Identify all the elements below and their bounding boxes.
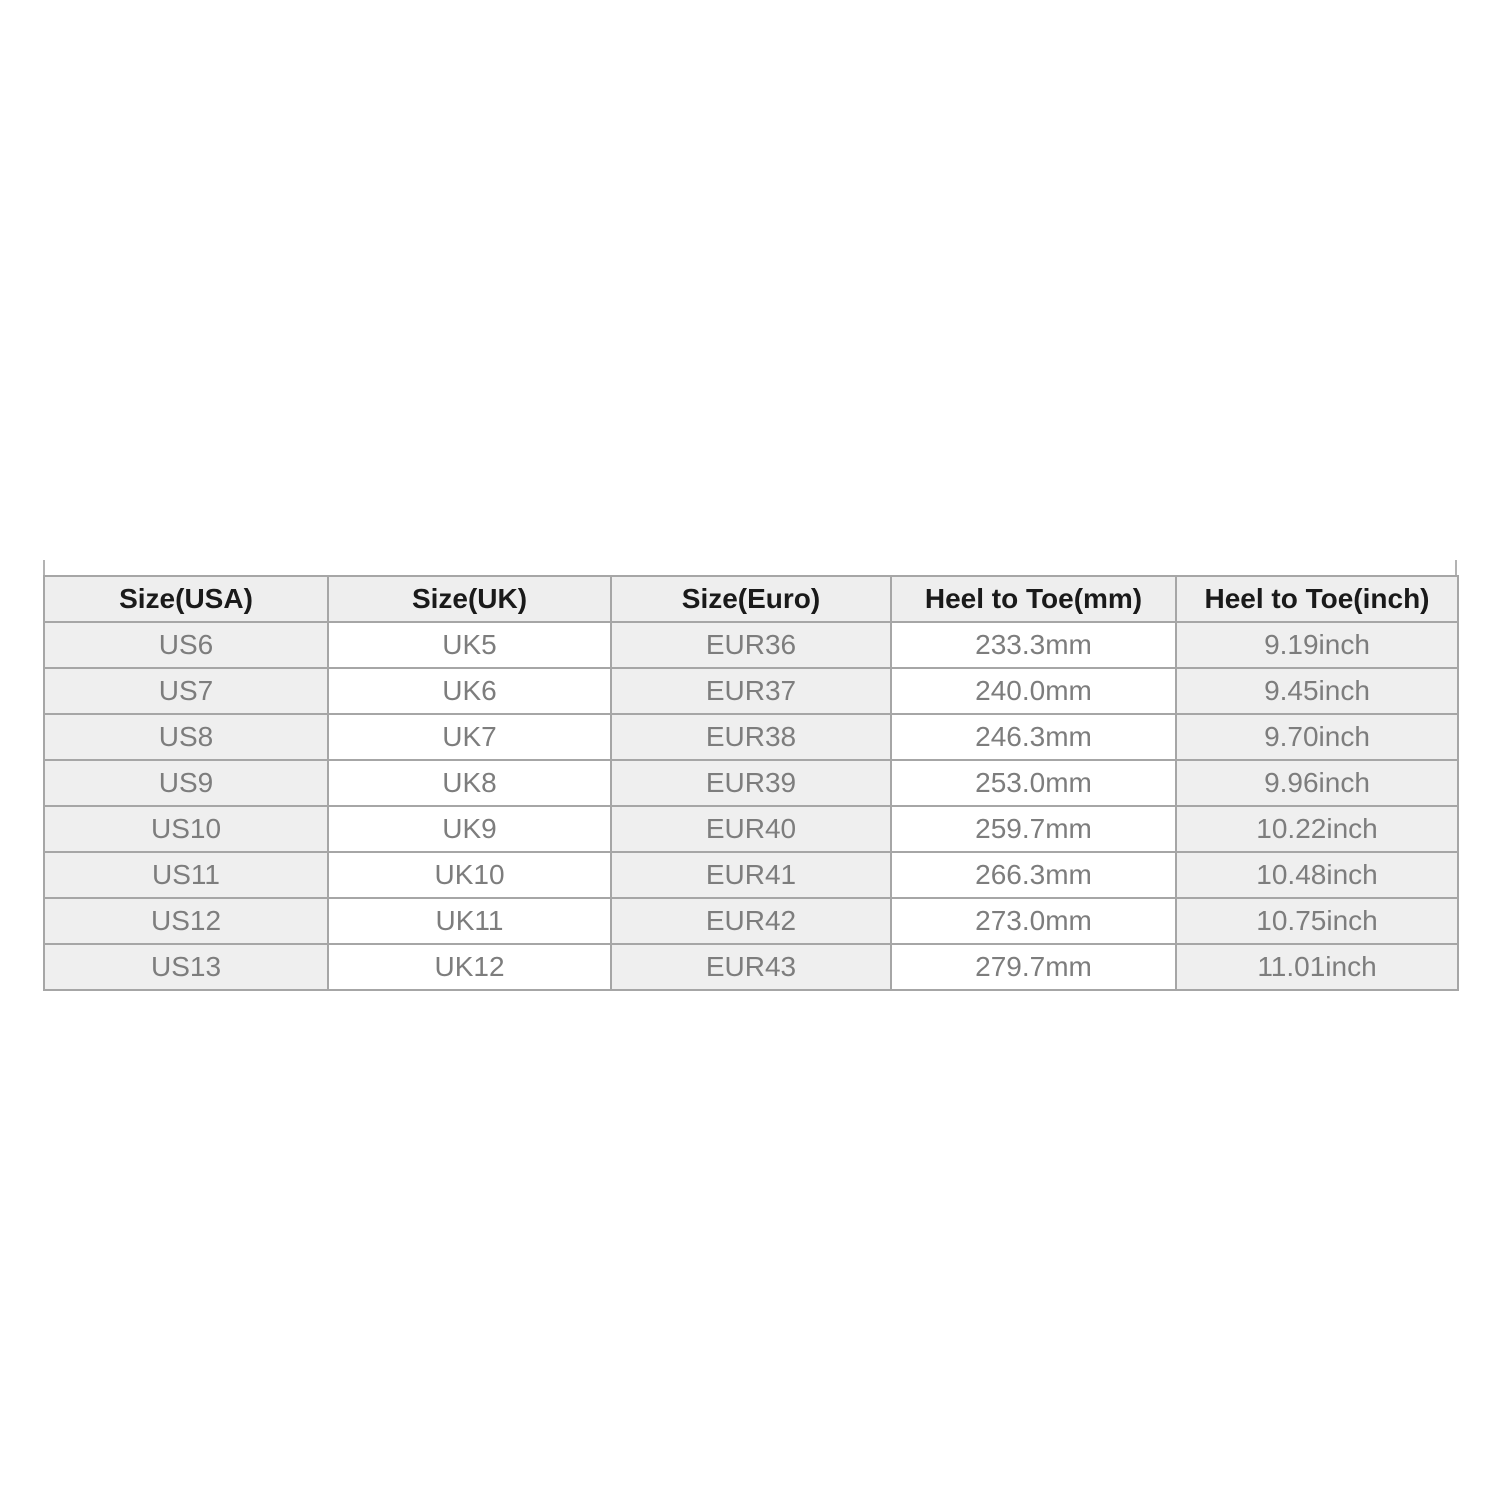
cell-euro: EUR42 [610,897,892,945]
cell-uk: UK12 [327,943,612,991]
cell-usa: US7 [43,667,329,715]
table-row: US13 UK12 EUR43 279.7mm 11.01inch [43,943,1459,991]
table-edge-tick-right [1455,560,1457,575]
cell-mm: 266.3mm [890,851,1177,899]
cell-euro: EUR39 [610,759,892,807]
header-row: Size(USA) Size(UK) Size(Euro) Heel to To… [43,575,1459,623]
cell-inch: 9.19inch [1175,621,1459,669]
cell-mm: 240.0mm [890,667,1177,715]
table-row: US8 UK7 EUR38 246.3mm 9.70inch [43,713,1459,761]
cell-inch: 9.45inch [1175,667,1459,715]
cell-usa: US11 [43,851,329,899]
cell-euro: EUR36 [610,621,892,669]
table-row: US7 UK6 EUR37 240.0mm 9.45inch [43,667,1459,715]
cell-inch: 10.48inch [1175,851,1459,899]
cell-usa: US8 [43,713,329,761]
cell-mm: 246.3mm [890,713,1177,761]
cell-usa: US9 [43,759,329,807]
header-heel-toe-inch: Heel to Toe(inch) [1175,575,1459,623]
header-heel-toe-mm: Heel to Toe(mm) [890,575,1177,623]
cell-mm: 233.3mm [890,621,1177,669]
table-row: US9 UK8 EUR39 253.0mm 9.96inch [43,759,1459,807]
cell-inch: 9.96inch [1175,759,1459,807]
cell-inch: 10.75inch [1175,897,1459,945]
cell-euro: EUR40 [610,805,892,853]
size-conversion-table: Size(USA) Size(UK) Size(Euro) Heel to To… [43,575,1459,991]
header-size-euro: Size(Euro) [610,575,892,623]
table-row: US11 UK10 EUR41 266.3mm 10.48inch [43,851,1459,899]
cell-euro: EUR37 [610,667,892,715]
cell-inch: 10.22inch [1175,805,1459,853]
cell-uk: UK9 [327,805,612,853]
cell-usa: US10 [43,805,329,853]
cell-uk: UK10 [327,851,612,899]
cell-inch: 11.01inch [1175,943,1459,991]
table-row: US6 UK5 EUR36 233.3mm 9.19inch [43,621,1459,669]
table-row: US12 UK11 EUR42 273.0mm 10.75inch [43,897,1459,945]
cell-uk: UK6 [327,667,612,715]
cell-uk: UK8 [327,759,612,807]
cell-mm: 273.0mm [890,897,1177,945]
header-size-uk: Size(UK) [327,575,612,623]
cell-mm: 259.7mm [890,805,1177,853]
header-size-usa: Size(USA) [43,575,329,623]
cell-usa: US6 [43,621,329,669]
cell-usa: US12 [43,897,329,945]
table-edge-tick-left [43,560,45,575]
cell-euro: EUR43 [610,943,892,991]
cell-euro: EUR41 [610,851,892,899]
cell-uk: UK11 [327,897,612,945]
cell-uk: UK7 [327,713,612,761]
cell-mm: 253.0mm [890,759,1177,807]
cell-uk: UK5 [327,621,612,669]
cell-euro: EUR38 [610,713,892,761]
cell-mm: 279.7mm [890,943,1177,991]
table-row: US10 UK9 EUR40 259.7mm 10.22inch [43,805,1459,853]
cell-usa: US13 [43,943,329,991]
cell-inch: 9.70inch [1175,713,1459,761]
